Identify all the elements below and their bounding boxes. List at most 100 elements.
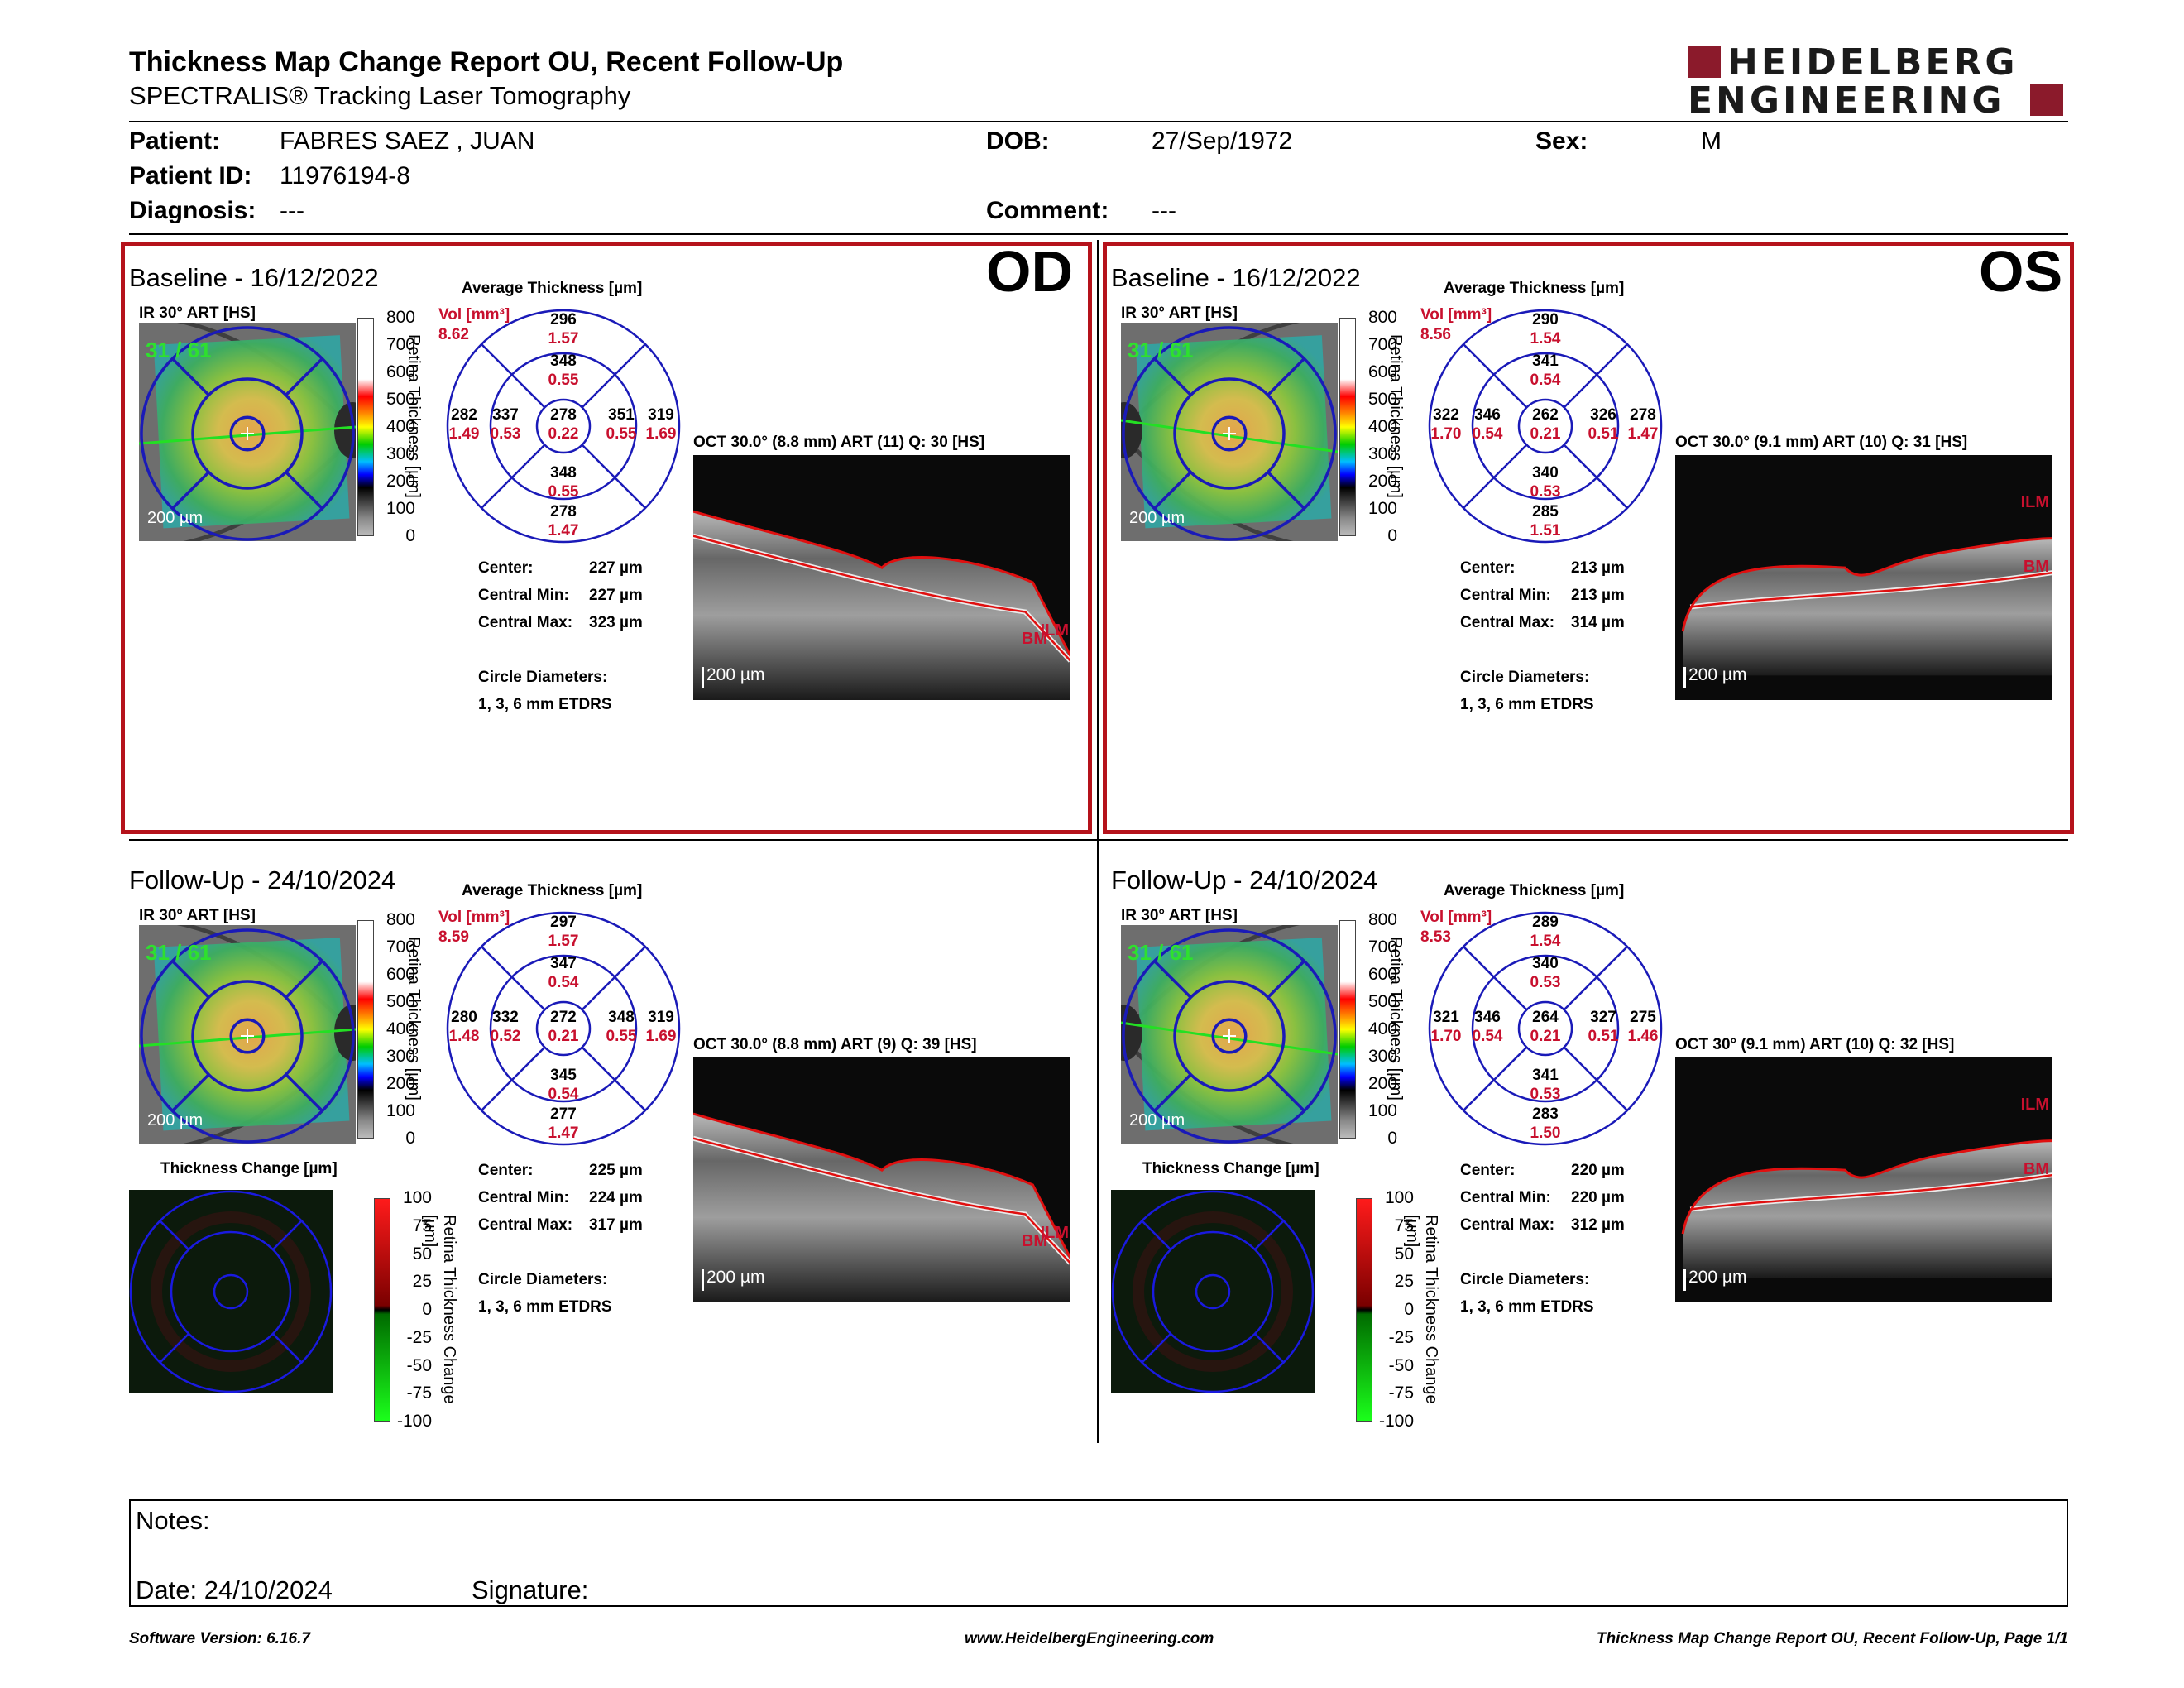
scale-tick-label: 800 <box>386 308 415 327</box>
oct-scale-bar <box>702 1269 704 1291</box>
grid-sector-line <box>581 444 646 509</box>
oct-scan-label: OCT 30.0° (9.1 mm) ART (10) Q: 31 [HS] <box>1675 434 1968 451</box>
patient-divider <box>129 233 2068 235</box>
thickness-color-scale <box>1339 920 1356 1139</box>
central-min-value: 220 µm <box>1571 1189 1625 1206</box>
etdrs-sector-line <box>1153 471 1192 510</box>
oct-bscan-image: BM ILM 200 µm <box>693 1057 1070 1302</box>
sector-volume-right-out: 1.69 <box>645 1028 677 1045</box>
sector-thickness-right-out: 319 <box>648 1009 674 1026</box>
scale-tick-label: 300 <box>386 444 415 463</box>
scale-tick-label: 800 <box>1367 308 1397 327</box>
center-label: Center: <box>478 1162 534 1179</box>
sector-volume-top-out: 1.57 <box>548 330 579 348</box>
center-divider <box>1097 240 1099 1443</box>
etdrs-grid: 290 1.54 341 0.54 262 0.21 340 0.53 285 1.51 322 1.… <box>1425 306 1665 546</box>
etdrs-grid: 289 1.54 340 0.53 264 0.21 341 0.53 283 1.50 321 1.… <box>1425 909 1665 1149</box>
bm-label: BM <box>1021 630 1047 648</box>
oct-scan-label: OCT 30.0° (8.8 mm) ART (11) Q: 30 [HS] <box>693 434 985 451</box>
grid-center-ring <box>1517 398 1573 454</box>
central-max-value: 312 µm <box>1571 1216 1625 1234</box>
sector-thickness-left-out: 282 <box>451 406 477 424</box>
avg-thickness-label: Average Thickness [µm] <box>1444 882 1625 899</box>
thickness-color-scale <box>357 318 374 536</box>
bm-label: BM <box>1021 1232 1047 1250</box>
oct-scale-bar <box>1684 1269 1686 1291</box>
etdrs-grid-lines <box>446 309 681 544</box>
diagnosis-value: --- <box>280 197 304 224</box>
oct-scan-label: OCT 30.0° (8.8 mm) ART (9) Q: 39 [HS] <box>693 1036 977 1053</box>
os-baseline-frame <box>1103 242 2074 834</box>
sector-volume-bot-in: 0.53 <box>1530 483 1561 501</box>
volume-label: Vol [mm³] <box>438 909 510 926</box>
scale-tick-label: 0 <box>1404 1300 1414 1319</box>
etdrs-sector-line <box>171 357 210 396</box>
footer-website[interactable]: www.HeidelbergEngineering.com <box>965 1630 1214 1647</box>
scale-tick-label: 700 <box>386 938 415 957</box>
scale-tick-label: 0 <box>1387 1129 1397 1148</box>
sector-thickness-top-out: 296 <box>550 311 577 328</box>
sector-volume-left-out: 1.49 <box>448 425 480 443</box>
grid-sector-line <box>1563 343 1628 409</box>
central-max-value: 323 µm <box>589 614 643 631</box>
change-inner-ring <box>1152 1230 1274 1353</box>
ilm-segmentation-line <box>1681 1139 2052 1235</box>
scale-tick-label: 600 <box>386 965 415 984</box>
scale-bar-label: 200 µm <box>147 509 204 527</box>
change-sector-line <box>272 1333 303 1364</box>
sector-thickness-top-out: 297 <box>550 914 577 931</box>
optic-disc <box>334 1005 356 1061</box>
sector-thickness-left-out: 322 <box>1433 406 1459 424</box>
grid-outer-ring <box>1428 911 1663 1146</box>
etdrs-sector-line <box>1267 960 1305 999</box>
change-color-scale <box>1356 1198 1372 1422</box>
central-min-value: 224 µm <box>589 1189 643 1206</box>
scale-tick-label: 50 <box>412 1244 432 1264</box>
sector-volume-center: 0.21 <box>1530 1028 1561 1045</box>
od-baseline-panel: Baseline - 16/12/2022 IR 30° ART [HS] 31 /… <box>129 263 1089 760</box>
scale-tick-label: 700 <box>1367 938 1397 957</box>
retina-thickness-axis-label: Retina Thickness [µm] <box>405 334 423 498</box>
sector-volume-right-in: 0.51 <box>1588 425 1619 443</box>
scale-tick-label: 300 <box>1367 444 1397 463</box>
oct-scale-bar <box>702 667 704 688</box>
sector-volume-right-out: 1.69 <box>645 425 677 443</box>
scale-tick-label: 50 <box>1394 1244 1414 1264</box>
sector-volume-top-out: 1.54 <box>1530 933 1561 950</box>
etdrs-circle-1mm <box>229 1018 266 1054</box>
scale-tick-label: 100 <box>1384 1188 1414 1207</box>
central-min-label: Central Min: <box>478 1189 569 1206</box>
logo-text-bottom: ENGINEERING <box>1688 79 2005 122</box>
etdrs-circle-3mm <box>1173 980 1286 1092</box>
ir-fundus-image: 31 / 61 200 µm <box>139 323 356 541</box>
sector-volume-top-out: 1.54 <box>1530 330 1561 348</box>
patient-name: FABRES SAEZ , JUAN <box>280 127 535 155</box>
grid-sector-line <box>1563 444 1628 509</box>
central-min-label: Central Min: <box>1460 587 1551 604</box>
scale-tick-label: 100 <box>386 499 415 518</box>
thickness-change-label: Thickness Change [µm] <box>1142 1160 1320 1177</box>
etdrs-grid-lines <box>1428 911 1663 1146</box>
sector-thickness-bot-out: 285 <box>1532 503 1559 520</box>
optic-disc <box>334 402 356 458</box>
heidelberg-logo: HEIDELBERG ENGINEERING <box>1688 45 2068 119</box>
grid-sector-line <box>1463 1046 1528 1111</box>
etdrs-circle-1mm <box>1211 415 1248 452</box>
retina-thickness-axis-label: Retina Thickness [µm] <box>405 937 423 1101</box>
os-baseline-panel: Baseline - 16/12/2022 IR 30° ART [HS] 31 /… <box>1111 263 2071 760</box>
grid-sector-line <box>481 1046 546 1111</box>
ilm-segmentation-line <box>693 1112 1070 1259</box>
fixation-label: 31 / 61 <box>146 338 212 362</box>
grid-sector-line <box>1463 444 1528 509</box>
logo-square-top <box>1688 46 1721 78</box>
od-followup-panel: Follow-Up - 24/10/2024 IR 30° ART [HS] 31 … <box>129 866 1089 1445</box>
scale-tick-label: -50 <box>1388 1355 1414 1375</box>
sector-thickness-right-out: 278 <box>1630 406 1656 424</box>
sector-thickness-bot-in: 348 <box>550 464 577 482</box>
patient-id: 11976194-8 <box>280 162 410 189</box>
etdrs-grid: 297 1.57 347 0.54 272 0.21 345 0.54 277 1.47 280 1.… <box>443 909 683 1149</box>
oct-bscan-image: ILM BM 200 µm <box>1675 1057 2052 1302</box>
notes-box[interactable] <box>129 1499 2068 1607</box>
central-min-label: Central Min: <box>1460 1189 1551 1206</box>
total-volume: 8.56 <box>1420 326 1451 343</box>
